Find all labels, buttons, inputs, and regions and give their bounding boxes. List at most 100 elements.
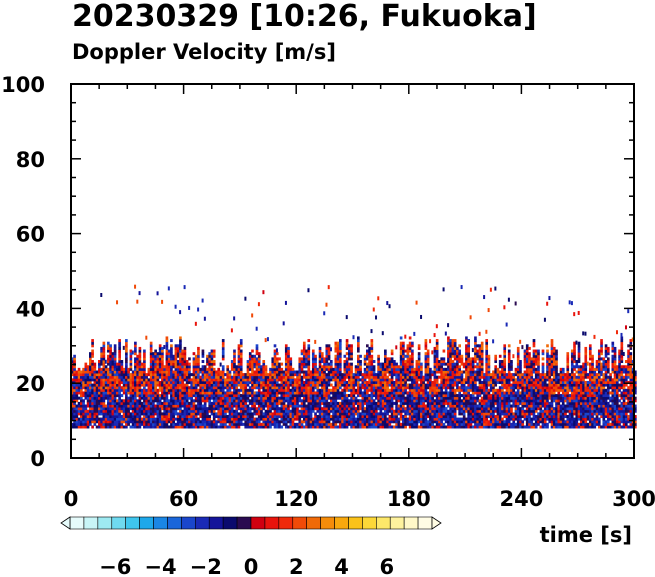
heatmap-cell [289, 417, 293, 421]
heatmap-cell [111, 367, 115, 371]
heatmap-cell [390, 420, 394, 424]
heatmap-cell [487, 396, 491, 400]
heatmap-cell [199, 388, 203, 392]
heatmap-cell [460, 362, 464, 366]
heatmap-cell [118, 394, 121, 398]
heatmap-cell [86, 375, 90, 379]
heatmap-cell [368, 420, 371, 424]
heatmap-cell [393, 367, 396, 371]
heatmap-cell [424, 365, 428, 369]
heatmap-cell [327, 401, 331, 405]
heatmap-cell [131, 391, 135, 395]
heatmap-cell [363, 399, 367, 403]
heatmap-cell [440, 417, 443, 421]
heatmap-cell [417, 409, 421, 413]
heatmap-cell [266, 407, 270, 411]
heatmap-cell [215, 380, 218, 384]
heatmap-cell [453, 349, 457, 353]
heatmap-cell [188, 370, 191, 374]
heatmap-cell [233, 417, 236, 421]
heatmap-cell [305, 404, 308, 408]
heatmap-cell [314, 339, 317, 344]
heatmap-cell [372, 373, 376, 377]
heatmap-cell [172, 373, 175, 377]
heatmap-cell [118, 339, 121, 343]
heatmap-cell [102, 399, 106, 403]
heatmap-cell [264, 394, 268, 398]
heatmap-cell [244, 422, 248, 426]
heatmap-cell [181, 367, 184, 371]
heatmap-cell [156, 391, 160, 395]
heatmap-cell [478, 370, 482, 374]
heatmap-cell [296, 422, 299, 426]
heatmap-cell [113, 417, 117, 421]
heatmap-cell [350, 349, 353, 353]
heatmap-cell [449, 388, 452, 392]
heatmap-cell [248, 425, 252, 429]
heatmap-cell [379, 404, 383, 408]
heatmap-cell [338, 417, 342, 421]
heatmap-cell [397, 367, 401, 371]
heatmap-cell [456, 420, 459, 424]
heatmap-cell [275, 414, 279, 419]
heatmap-cell [210, 409, 214, 413]
heatmap-cell [447, 349, 450, 353]
heatmap-cell [462, 399, 466, 403]
heatmap-cell [98, 362, 101, 366]
heatmap-cell [73, 394, 76, 398]
heatmap-cell [411, 349, 414, 353]
heatmap-cell [325, 420, 329, 424]
heatmap-cell [111, 417, 115, 421]
heatmap-cell [161, 357, 164, 361]
heatmap-cell [447, 404, 450, 408]
heatmap-cell [251, 420, 254, 424]
heatmap-cell [131, 350, 134, 355]
heatmap-cell [154, 404, 157, 408]
heatmap-cell [460, 401, 464, 405]
heatmap-cell [152, 378, 155, 382]
heatmap-cell [361, 414, 365, 419]
heatmap-cell [323, 360, 326, 364]
heatmap-cell [336, 417, 340, 421]
heatmap-cell [102, 404, 106, 408]
heatmap-cell [179, 380, 182, 384]
heatmap-cell [163, 365, 166, 369]
heatmap-cell [174, 422, 178, 426]
heatmap-cell [248, 407, 252, 411]
heatmap-cell [183, 383, 187, 387]
heatmap-cell [212, 401, 216, 405]
heatmap-cell [462, 380, 466, 384]
heatmap-cell [395, 404, 398, 408]
heatmap-cell [449, 373, 452, 377]
heatmap-cell [318, 414, 322, 419]
heatmap-cell [109, 360, 112, 364]
heatmap-cell [170, 362, 173, 366]
heatmap-cell [327, 370, 331, 374]
heatmap-cell [82, 412, 85, 416]
heatmap-cell [136, 420, 139, 424]
heatmap-cell [386, 386, 389, 390]
heatmap-cell [388, 383, 392, 387]
heatmap-cell [474, 378, 477, 382]
heatmap-cell [174, 383, 178, 387]
heatmap-cell [154, 375, 157, 379]
heatmap-cell [449, 420, 452, 424]
heatmap-cell [377, 414, 380, 419]
heatmap-cell [280, 383, 284, 387]
heatmap-cell [109, 378, 112, 382]
heatmap-cell [109, 375, 112, 379]
heatmap-cell [420, 420, 423, 424]
heatmap-cell [161, 412, 164, 416]
heatmap-cell [275, 352, 279, 356]
heatmap-cell [113, 378, 117, 382]
heatmap-cell [478, 367, 482, 371]
heatmap-cell [138, 373, 142, 377]
heatmap-cell [435, 404, 439, 408]
heatmap-cell [109, 394, 112, 398]
heatmap-cell [145, 404, 148, 408]
heatmap-cell [282, 386, 286, 390]
heatmap-cell [296, 394, 299, 398]
heatmap-cell [73, 354, 76, 358]
heatmap-cell [172, 354, 175, 358]
heatmap-cell [332, 412, 335, 416]
